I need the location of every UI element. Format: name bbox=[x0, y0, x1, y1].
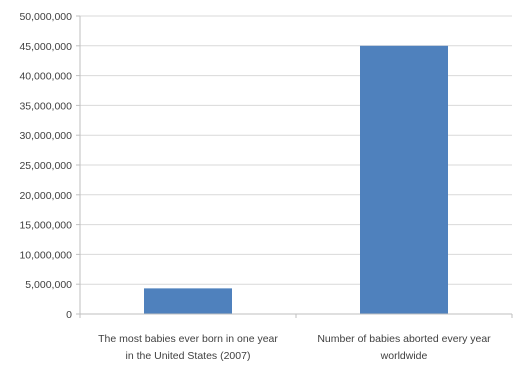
bar-2 bbox=[360, 45, 448, 315]
y-tick-label: 0 bbox=[66, 309, 72, 321]
bars bbox=[144, 45, 448, 315]
y-tick-label: 25,000,000 bbox=[19, 160, 72, 172]
x-axis-category-labels: The most babies ever born in one year in … bbox=[98, 333, 491, 362]
y-tick-label: 5,000,000 bbox=[25, 279, 72, 291]
y-tick-label: 20,000,000 bbox=[19, 190, 72, 202]
bar-1 bbox=[144, 288, 232, 314]
y-tick-label: 45,000,000 bbox=[19, 41, 72, 53]
y-tick-label: 15,000,000 bbox=[19, 220, 72, 232]
x-category-label-line: The most babies ever born in one year bbox=[98, 333, 278, 345]
x-category-label-line: in the United States (2007) bbox=[126, 350, 251, 362]
axes bbox=[76, 15, 513, 318]
y-tick-label: 35,000,000 bbox=[19, 100, 72, 112]
y-tick-label: 50,000,000 bbox=[19, 11, 72, 23]
y-tick-label: 30,000,000 bbox=[19, 130, 72, 142]
x-category-label-line: worldwide bbox=[380, 350, 428, 362]
x-category-label: The most babies ever born in one year in … bbox=[98, 333, 278, 362]
y-tick-label: 10,000,000 bbox=[19, 249, 72, 261]
gridlines bbox=[80, 15, 512, 285]
y-axis-tick-labels: 0 5,000,000 10,000,000 15,000,000 20,000,000… bbox=[19, 11, 72, 321]
y-tick-label: 40,000,000 bbox=[19, 71, 72, 83]
x-category-label-line: Number of babies aborted every year bbox=[317, 333, 491, 345]
x-category-label: Number of babies aborted every year world… bbox=[317, 333, 491, 362]
